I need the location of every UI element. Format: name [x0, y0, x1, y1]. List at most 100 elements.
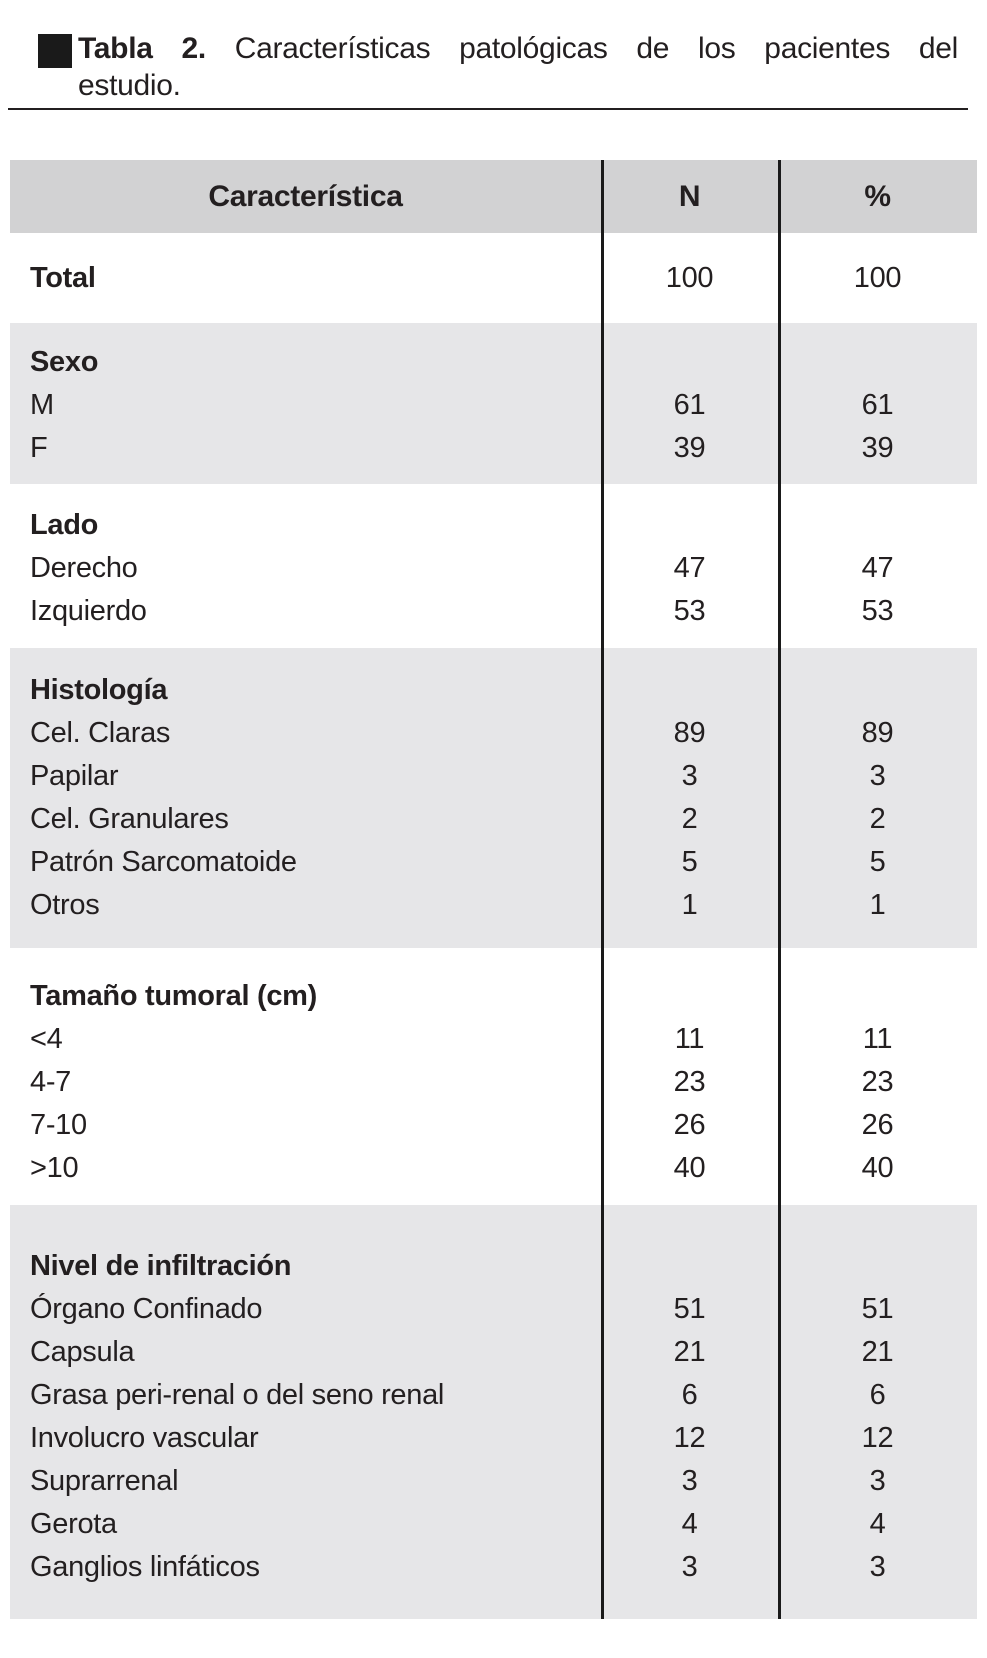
row-pct-value: 23 [861, 1066, 894, 1098]
caption-table-number: Tabla 2. [78, 32, 206, 65]
row-label: Gerota [30, 1508, 117, 1540]
table-header-row: Característica N % [10, 160, 977, 233]
section-sexo: Sexo M 61 61 F 39 39 [10, 323, 977, 484]
table-row: F 39 39 [10, 427, 977, 470]
table-row: Cel. Claras 89 89 [10, 712, 977, 755]
row-label: >10 [30, 1152, 79, 1184]
row-label: Suprarrenal [30, 1465, 179, 1497]
table-row: >10 40 40 [10, 1147, 977, 1190]
row-pct-value: 3 [869, 760, 886, 792]
table-row: Órgano Confinado 51 51 [10, 1288, 977, 1331]
row-label: Izquierdo [30, 595, 147, 627]
row-pct-value: 3 [869, 1551, 886, 1583]
row-label: Capsula [30, 1336, 135, 1368]
row-pct-value: 1 [869, 889, 886, 921]
row-n-value: 2 [681, 803, 698, 835]
row-n-value: 61 [673, 389, 706, 421]
table-row: Capsula 21 21 [10, 1331, 977, 1374]
row-pct-value: 21 [861, 1336, 894, 1368]
row-label: Involucro vascular [30, 1422, 259, 1454]
section-title: Tamaño tumoral (cm) [30, 980, 318, 1012]
row-pct-value: 53 [861, 595, 894, 627]
row-pct-value: 61 [861, 389, 894, 421]
row-pct-value: 47 [861, 552, 894, 584]
row-n-value: 89 [673, 717, 706, 749]
table-row: Patrón Sarcomatoide 5 5 [10, 841, 977, 884]
column-divider-2 [778, 160, 781, 1619]
table-row: Ganglios linfáticos 3 3 [10, 1546, 977, 1589]
table-row: Suprarrenal 3 3 [10, 1460, 977, 1503]
row-n-value: 4 [681, 1508, 698, 1540]
table-row: Involucro vascular 12 12 [10, 1417, 977, 1460]
header-caracteristica: Característica [208, 179, 403, 213]
section-title: Lado [30, 509, 99, 541]
section-title-row: Lado [10, 504, 977, 547]
row-pct-value: 51 [861, 1293, 894, 1325]
row-label: 4-7 [30, 1066, 72, 1098]
section-title: Histología [30, 674, 168, 706]
row-n-value: 12 [673, 1422, 706, 1454]
row-pct-value: 89 [861, 717, 894, 749]
caption-text: Tabla 2. Características patológicas de … [78, 30, 958, 104]
caption-title-text: Características patológicas de los pacie… [234, 32, 959, 65]
caption-divider [8, 108, 968, 110]
table-row: Papilar 3 3 [10, 755, 977, 798]
row-n-value: 1 [681, 889, 698, 921]
table-row: Grasa peri-renal o del seno renal 6 6 [10, 1374, 977, 1417]
table-row: Izquierdo 53 53 [10, 590, 977, 633]
row-label: M [30, 389, 54, 421]
row-label: F [30, 432, 48, 464]
caption-bullet-square [38, 34, 72, 68]
row-pct-value: 12 [861, 1422, 894, 1454]
table-row: M 61 61 [10, 384, 977, 427]
section-tamano-tumoral: Tamaño tumoral (cm) <4 11 11 4-7 23 23 7… [10, 948, 977, 1205]
row-label: Cel. Granulares [30, 803, 229, 835]
header-n: N [678, 179, 701, 213]
row-n-value: 53 [673, 595, 706, 627]
row-label: Otros [30, 889, 100, 921]
section-title-row: Histología [10, 669, 977, 712]
section-title-row: Nivel de infiltración [10, 1245, 977, 1288]
header-percent: % [864, 179, 891, 213]
table-row: Total 100 100 [10, 257, 977, 300]
row-label: Cel. Claras [30, 717, 171, 749]
row-n-value: 51 [673, 1293, 706, 1325]
section-lado: Lado Derecho 47 47 Izquierdo 53 53 [10, 484, 977, 648]
caption-line-2: estudio. [78, 69, 181, 102]
section-title-row: Tamaño tumoral (cm) [10, 975, 977, 1018]
row-label: <4 [30, 1023, 63, 1055]
section-nivel-infiltracion: Nivel de infiltración Órgano Confinado 5… [10, 1205, 977, 1619]
row-pct-value: 11 [862, 1023, 893, 1055]
table-row: Gerota 4 4 [10, 1503, 977, 1546]
row-n-value: 26 [673, 1109, 706, 1141]
row-n-value: 47 [673, 552, 706, 584]
table-row: Cel. Granulares 2 2 [10, 798, 977, 841]
section-title-row: Sexo [10, 341, 977, 384]
section-title: Nivel de infiltración [30, 1250, 292, 1282]
row-n-value: 40 [673, 1152, 706, 1184]
section-histologia: Histología Cel. Claras 89 89 Papilar 3 3… [10, 648, 977, 948]
row-n-value: 3 [681, 1551, 698, 1583]
characteristics-table: Característica N % Total 100 100 Sexo M … [10, 160, 977, 1619]
row-n-value: 3 [681, 1465, 698, 1497]
row-pct-value: 100 [853, 262, 902, 294]
section-title: Sexo [30, 346, 99, 378]
row-n-value: 6 [681, 1379, 698, 1411]
row-n-value: 11 [674, 1023, 705, 1055]
row-label: Patrón Sarcomatoide [30, 846, 297, 878]
row-pct-value: 39 [861, 432, 894, 464]
row-label: 7-10 [30, 1109, 87, 1141]
row-pct-value: 2 [869, 803, 886, 835]
caption-line-1: Tabla 2. Características patológicas de … [78, 30, 958, 67]
row-pct-value: 5 [869, 846, 886, 878]
row-n-value: 23 [673, 1066, 706, 1098]
row-pct-value: 4 [869, 1508, 886, 1540]
row-n-value: 21 [673, 1336, 706, 1368]
row-pct-value: 3 [869, 1465, 886, 1497]
row-label: Total [30, 262, 96, 294]
table-row: <4 11 11 [10, 1018, 977, 1061]
row-label: Papilar [30, 760, 119, 792]
table-row: Otros 1 1 [10, 884, 977, 927]
table-row: 7-10 26 26 [10, 1104, 977, 1147]
